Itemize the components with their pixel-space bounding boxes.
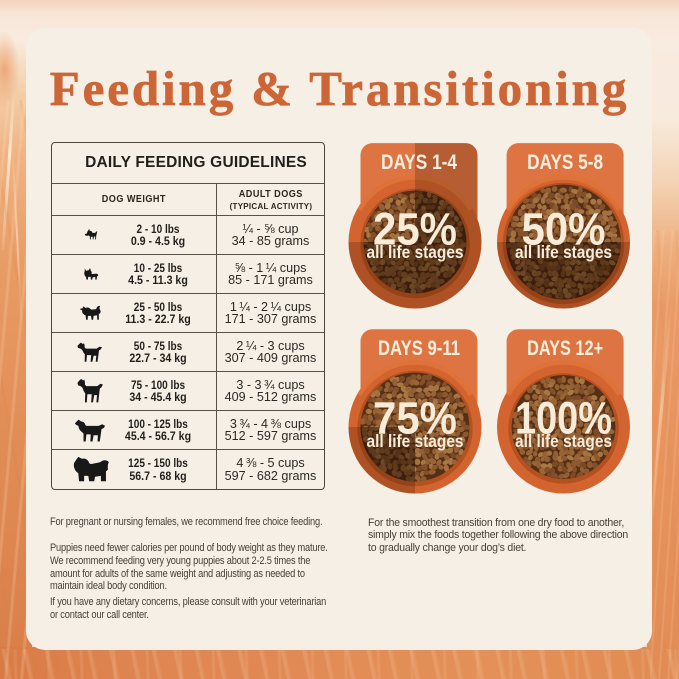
svg-text:75%: 75% bbox=[373, 393, 457, 444]
svg-text:50%: 50% bbox=[522, 204, 606, 255]
svg-text:100%: 100% bbox=[515, 393, 612, 444]
svg-text:all life stages: all life stages bbox=[515, 242, 612, 262]
svg-text:DAYS 9-11: DAYS 9-11 bbox=[378, 337, 460, 360]
svg-text:DAYS 5-8: DAYS 5-8 bbox=[527, 151, 603, 174]
svg-text:25%: 25% bbox=[373, 204, 457, 255]
svg-text:all life stages: all life stages bbox=[367, 242, 464, 262]
svg-text:all life stages: all life stages bbox=[367, 431, 464, 451]
svg-text:all life stages: all life stages bbox=[515, 431, 612, 451]
svg-text:DAYS 1-4: DAYS 1-4 bbox=[381, 151, 457, 174]
svg-text:DAYS 12+: DAYS 12+ bbox=[527, 337, 603, 360]
